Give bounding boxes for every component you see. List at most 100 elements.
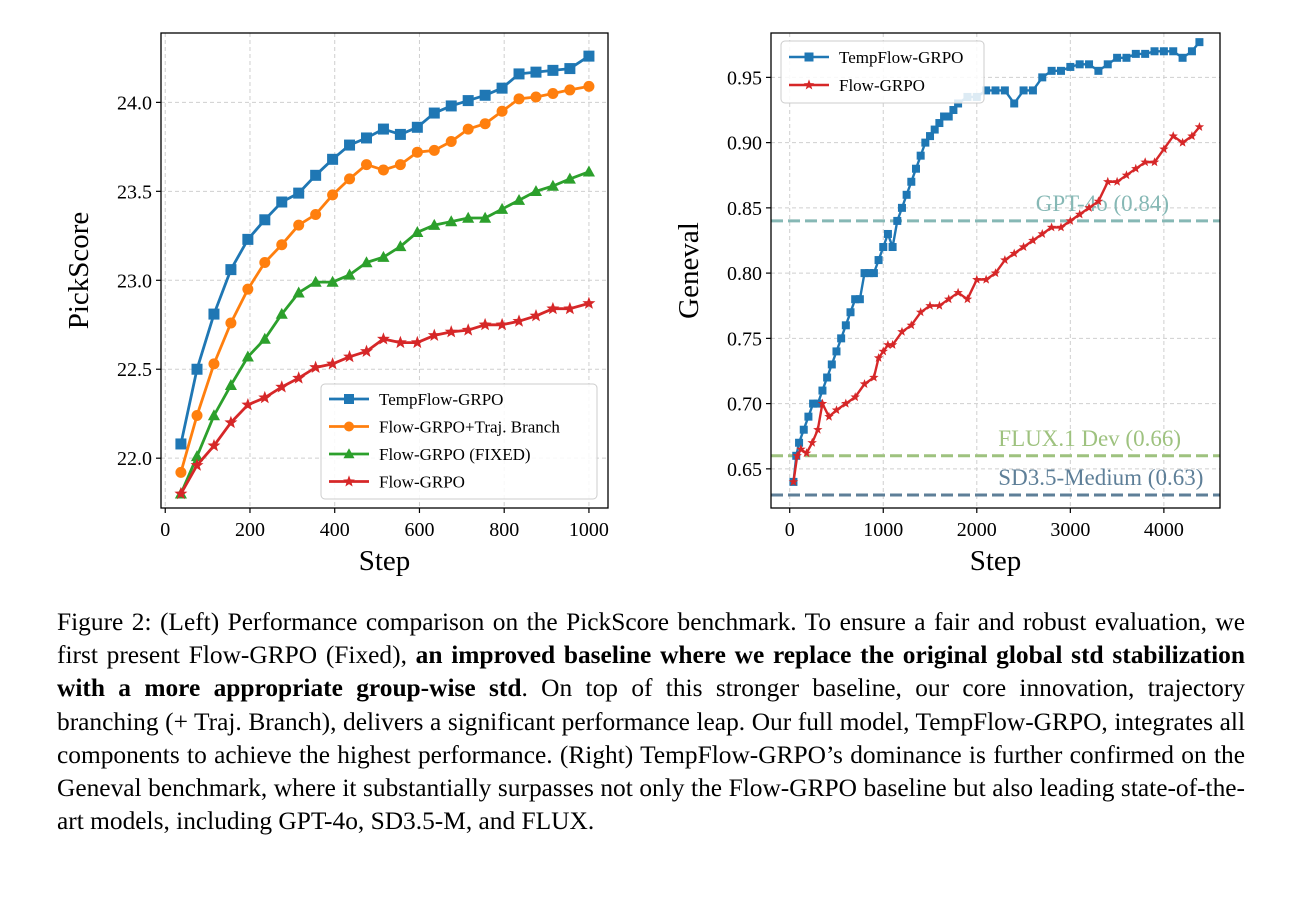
- data-point: [478, 317, 492, 331]
- data-point: [564, 63, 576, 75]
- data-point: [242, 233, 254, 245]
- x-tick-label: 2000: [957, 519, 997, 541]
- data-point: [930, 125, 939, 134]
- data-point: [275, 307, 288, 319]
- data-point: [1149, 157, 1160, 167]
- caption-text-1: Figure 2: (Left) Performance comparison …: [57, 608, 1245, 670]
- series-2: [788, 122, 1205, 486]
- data-point: [795, 438, 804, 447]
- data-point: [275, 380, 289, 393]
- data-point: [258, 390, 272, 404]
- data-point: [982, 86, 991, 95]
- reference-line-label: FLUX.1 Dev (0.66): [998, 426, 1181, 451]
- data-point: [921, 138, 930, 147]
- data-point: [513, 93, 525, 105]
- data-point: [344, 139, 356, 151]
- series-3: [174, 165, 595, 499]
- legend: TempFlow-GRPO Flow-GRPO: [780, 40, 985, 104]
- data-point: [916, 151, 925, 160]
- data-point: [1019, 86, 1028, 95]
- data-point: [902, 190, 911, 199]
- data-point: [944, 112, 953, 121]
- geneval-chart: GPT-4o (0.84)FLUX.1 Dev (0.66)SD3.5-Medi…: [673, 32, 1221, 577]
- data-point: [582, 165, 595, 177]
- legend-item: Flow-GRPO: [329, 473, 465, 492]
- data-point: [479, 89, 491, 101]
- y-tick-label: 23.5: [117, 181, 152, 203]
- legend-marker: [344, 421, 354, 432]
- pickscore-chart: 0 200 400 600 800 1000 22.0 22.5 23.0 23.5 24.0 Ste…: [63, 32, 609, 577]
- data-point: [1010, 99, 1019, 108]
- data-point: [827, 360, 836, 369]
- reference-line-label: SD3.5-Medium (0.63): [998, 465, 1203, 490]
- legend-marker: [804, 52, 814, 62]
- data-point: [813, 399, 822, 408]
- data-point: [1093, 196, 1104, 206]
- data-point: [888, 243, 897, 252]
- data-point: [327, 189, 339, 201]
- data-point: [1065, 216, 1076, 225]
- data-point: [841, 398, 851, 408]
- data-point: [530, 91, 542, 103]
- data-point: [1084, 202, 1094, 212]
- data-point: [529, 309, 543, 322]
- data-point: [462, 95, 474, 107]
- data-point: [411, 121, 423, 133]
- data-point: [583, 80, 595, 92]
- data-point: [897, 203, 906, 212]
- y-axis-label: Geneval: [673, 222, 705, 319]
- data-point: [583, 50, 595, 62]
- data-point: [1066, 62, 1075, 71]
- data-point: [1009, 248, 1019, 258]
- data-point: [377, 250, 390, 262]
- data-point: [925, 300, 935, 310]
- legend-item: Flow-GRPO+Traj. Branch: [329, 418, 560, 437]
- data-point: [259, 256, 271, 268]
- legend-label: Flow-GRPO (FIXED): [379, 445, 531, 464]
- data-point: [855, 295, 864, 304]
- data-point: [878, 346, 888, 356]
- data-point: [258, 332, 271, 344]
- series-4: [174, 296, 596, 500]
- data-point: [292, 286, 305, 298]
- data-point: [530, 66, 542, 78]
- series-1: [175, 50, 595, 450]
- y-tick-label: 24.0: [117, 92, 152, 114]
- data-point: [496, 82, 508, 94]
- data-point: [907, 177, 916, 186]
- data-point: [1131, 163, 1141, 173]
- y-tick-label: 0.80: [727, 263, 762, 285]
- data-point: [799, 425, 808, 434]
- data-point: [343, 268, 356, 280]
- data-point: [1194, 122, 1205, 131]
- plot-frame: [160, 32, 609, 509]
- x-tick-label: 1000: [569, 519, 609, 541]
- data-point: [911, 164, 920, 173]
- data-point: [343, 350, 356, 363]
- data-point: [1121, 170, 1132, 180]
- x-tick-label: 800: [489, 519, 519, 541]
- data-point: [972, 274, 982, 284]
- data-point: [411, 225, 424, 237]
- data-point: [1159, 47, 1168, 56]
- data-point: [241, 398, 255, 411]
- data-point: [242, 283, 254, 295]
- data-point: [1168, 131, 1178, 141]
- data-point: [1169, 47, 1178, 56]
- x-tick-label: 0: [160, 519, 170, 541]
- data-point: [547, 87, 559, 99]
- data-point: [462, 123, 474, 135]
- data-point: [1140, 157, 1150, 167]
- data-point: [1094, 66, 1103, 75]
- data-point: [546, 179, 559, 191]
- x-tick-label: 4000: [1144, 519, 1184, 541]
- data-point: [344, 173, 356, 185]
- x-tick-label: 600: [404, 519, 434, 541]
- data-point: [1177, 137, 1188, 147]
- legend-item: Flow-GRPO: [789, 76, 925, 95]
- data-point: [208, 358, 220, 370]
- legend-marker: [344, 394, 354, 404]
- y-tick-label: 0.90: [727, 133, 762, 155]
- data-point: [276, 239, 288, 251]
- data-point: [546, 301, 560, 315]
